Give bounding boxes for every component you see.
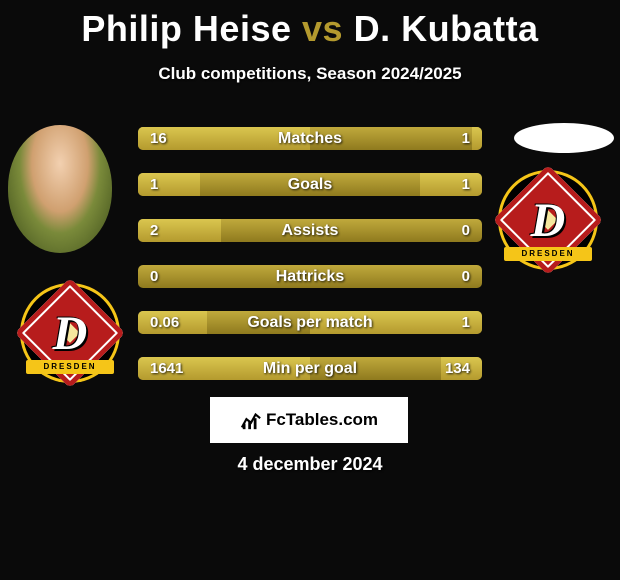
comparison-title: Philip Heise vs D. Kubatta (0, 0, 620, 50)
stat-row: 1641134Min per goal (138, 357, 482, 380)
stat-bar-right (441, 357, 482, 380)
stat-row: 0.061Goals per match (138, 311, 482, 334)
stat-bar-right (472, 127, 482, 150)
brand-text: FcTables.com (266, 410, 378, 430)
stats-container: 161Matches11Goals20Assists00Hattricks0.0… (138, 127, 482, 403)
stat-row: 161Matches (138, 127, 482, 150)
stat-value-right: 0 (462, 265, 470, 288)
stat-row: 0 0Hattricks (138, 265, 482, 288)
chart-icon (240, 409, 262, 431)
player1-avatar (8, 125, 112, 253)
stat-row: 20Assists (138, 219, 482, 242)
stat-bar-right (420, 173, 482, 196)
stat-bar-right (310, 311, 482, 334)
player1-club-badge: D DRESDEN (20, 283, 120, 383)
player2-name: D. Kubatta (354, 8, 539, 49)
player1-name: Philip Heise (81, 8, 291, 49)
stat-value-left: 0 (150, 265, 158, 288)
stat-bar-left (138, 357, 310, 380)
player2-avatar (514, 123, 614, 153)
stat-value-right: 1 (462, 127, 470, 150)
stat-row: 11Goals (138, 173, 482, 196)
vs-text: vs (302, 8, 343, 49)
stat-label: Hattricks (138, 265, 482, 288)
brand-footer: FcTables.com (210, 397, 408, 443)
date-text: 4 december 2024 (0, 454, 620, 475)
stat-value-right: 0 (462, 219, 470, 242)
stat-bar-left (138, 311, 207, 334)
stat-bar-left (138, 127, 310, 150)
player2-club-badge: D DRESDEN (498, 170, 598, 270)
stat-bar-left (138, 173, 200, 196)
club-badge-banner: DRESDEN (504, 247, 592, 261)
stat-bar-left (138, 219, 221, 242)
subtitle: Club competitions, Season 2024/2025 (0, 64, 620, 84)
club-badge-banner: DRESDEN (26, 360, 114, 374)
